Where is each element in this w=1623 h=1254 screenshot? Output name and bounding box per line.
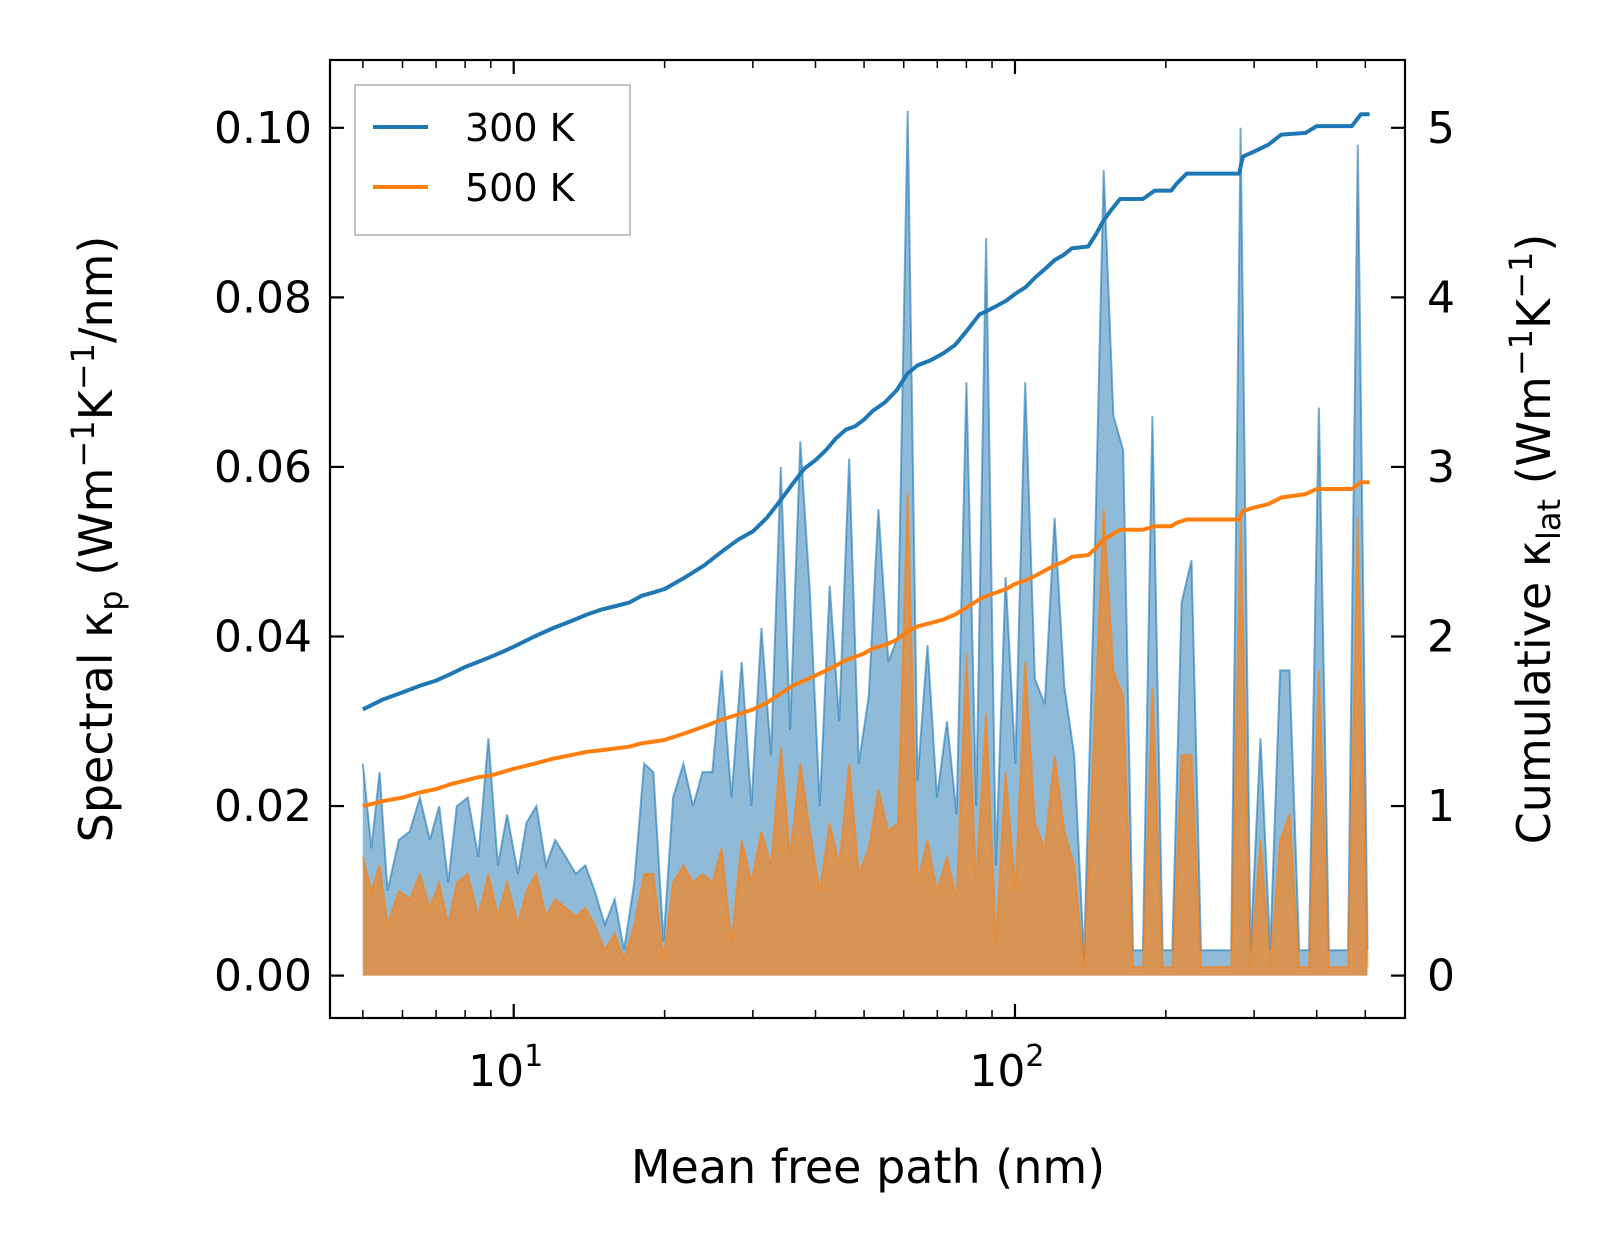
left-y-tick-label: 0.00	[214, 951, 312, 1002]
cumulative-line-500k	[362, 480, 1370, 809]
spectral-area-500k	[362, 492, 1368, 976]
series-line-layer	[361, 112, 1370, 809]
left-y-tick-label: 0.08	[214, 272, 312, 323]
left-y-tick-label: 0.06	[214, 442, 312, 493]
plot-frame	[328, 58, 1407, 1020]
left-y-axis-title: Spectral κp (Wm−1K−1/nm)	[64, 236, 130, 843]
legend: 300 K 500 K	[354, 84, 631, 236]
legend-label-300k: 300 K	[465, 106, 576, 150]
legend-label-500k: 500 K	[465, 166, 576, 210]
cumulative-line-300k	[361, 112, 1370, 712]
right-y-tick-label: 4	[1427, 272, 1455, 323]
right-y-tick-label: 1	[1427, 781, 1455, 832]
legend-box	[354, 84, 631, 236]
x-tick-label: 102	[969, 1039, 1044, 1097]
right-y-tick-label: 2	[1427, 611, 1455, 662]
spectral-line-500k	[361, 492, 1369, 969]
right-y-tick-label: 0	[1427, 951, 1455, 1002]
right-y-axis-title: Cumulative κlat (Wm−1K−1)	[1502, 234, 1568, 845]
spectral-fill-layer	[361, 110, 1369, 976]
x-axis-title: Mean free path (nm)	[631, 1140, 1105, 1194]
right-y-tick-label: 5	[1427, 103, 1455, 154]
tick-layer: 0.00 0.02 0.04 0.06 0.08 0.10 0 1 2 3 4 5 101 102	[214, 60, 1455, 1097]
spectral-line-300k	[361, 110, 1369, 959]
left-y-tick-label: 0.10	[214, 103, 312, 154]
x-tick-label: 101	[468, 1039, 543, 1097]
right-y-tick-label: 3	[1427, 442, 1455, 493]
left-y-tick-label: 0.02	[214, 781, 312, 832]
left-y-tick-label: 0.04	[214, 611, 312, 662]
